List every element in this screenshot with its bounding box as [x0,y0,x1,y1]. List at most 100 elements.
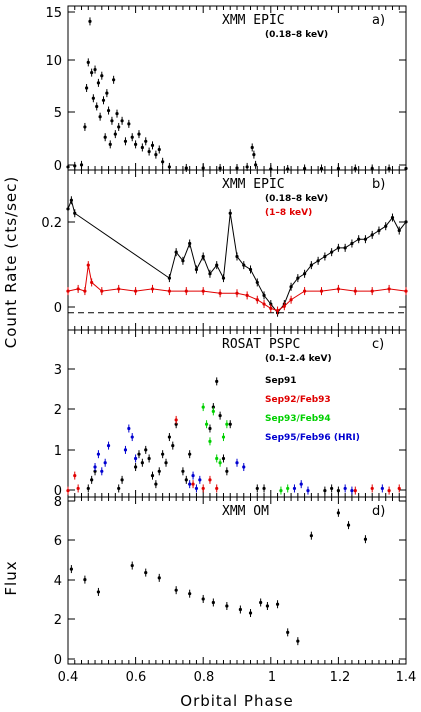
x-axis-label: Orbital Phase [180,692,293,710]
y-tick-label: 0 [54,484,62,499]
data-point [211,409,215,413]
data-point [221,456,226,461]
data-point [96,452,101,456]
energy-band-annotation: (0.18–8 keV) [265,30,328,40]
data-point [253,163,258,167]
data-point [91,96,95,100]
data-point [208,426,212,431]
data-point [279,488,283,493]
data-point [265,604,270,608]
data-point [292,486,297,491]
data-point [73,473,77,478]
data-point [353,488,357,493]
data-point [262,293,266,298]
series-sep91 [86,377,340,495]
series-black [69,508,368,646]
data-point [221,435,226,439]
panel-b: 0 0.2 XMM EPIC b) (0.18–8 keV) (1–8 keV) [41,169,408,331]
data-point [90,478,94,482]
data-point [108,142,112,146]
data-point [100,74,104,78]
data-point [370,233,374,237]
data-point [201,166,205,170]
data-point [95,104,99,109]
data-point [296,639,300,643]
data-point [353,289,357,293]
data-point [69,198,73,202]
data-point [86,60,90,64]
data-point [134,465,138,469]
data-point [184,478,188,482]
data-point [218,461,222,465]
data-point [299,482,303,486]
energy-band-annotation: (0.1–2.4 keV) [265,354,332,364]
data-point [286,630,290,634]
data-point [208,272,212,276]
data-point [255,298,259,302]
data-point [174,422,178,426]
data-point [154,153,158,157]
data-point [167,435,171,439]
y-tick-label: 8 [54,495,62,510]
data-point [66,488,70,493]
data-point [218,166,222,170]
data-point [100,469,104,473]
y-tick-label: 0 [54,301,62,316]
data-point [181,469,185,473]
data-point [105,91,109,95]
data-point [134,456,138,461]
data-point [397,228,401,233]
data-point [353,166,357,171]
data-point [90,71,94,75]
data-point [303,272,307,276]
data-point [215,486,219,491]
panel-frame [67,5,407,171]
y-tick-label: 15 [45,6,62,21]
panel-frame [67,169,407,331]
data-point [242,465,246,469]
panel-frame [67,496,407,665]
data-point [250,145,254,150]
data-point [167,165,171,169]
data-point [86,486,90,491]
data-point [137,452,141,456]
data-point [127,122,131,126]
data-point [228,211,232,215]
data-point [117,125,121,129]
data-point [211,405,215,409]
data-point [150,287,155,291]
x-tick-label: 0.4 [58,670,79,685]
data-point [147,456,151,461]
data-point [96,81,101,85]
series-red [66,261,408,315]
data-point [134,289,138,293]
data-point [113,132,117,136]
y-tick-label: 2 [54,613,62,628]
data-point [106,108,111,113]
data-point [289,285,293,289]
y-tick-label: 1 [54,444,62,459]
data-point [289,298,293,302]
series-sep95-feb96-hri- [93,424,384,495]
data-point [303,289,307,293]
y-tick-label: 2 [54,403,62,418]
panel-title: XMM EPIC [222,13,285,28]
x-tick-labels: 0.4 0.6 0.8 1 1.2 1.4 [58,670,417,685]
data-point [90,280,94,285]
panel-letter: d) [372,504,385,519]
data-point [123,139,128,143]
data-point [201,597,205,601]
data-point [130,563,134,568]
data-point [130,135,134,139]
data-point [93,469,97,473]
data-point [174,250,178,254]
data-point [147,149,151,154]
data-point [144,570,148,575]
data-point [201,405,205,409]
y-tick-label: 0 [54,653,62,668]
data-point [66,289,70,293]
data-point [387,488,391,493]
data-point [66,207,70,211]
data-point [404,166,408,171]
